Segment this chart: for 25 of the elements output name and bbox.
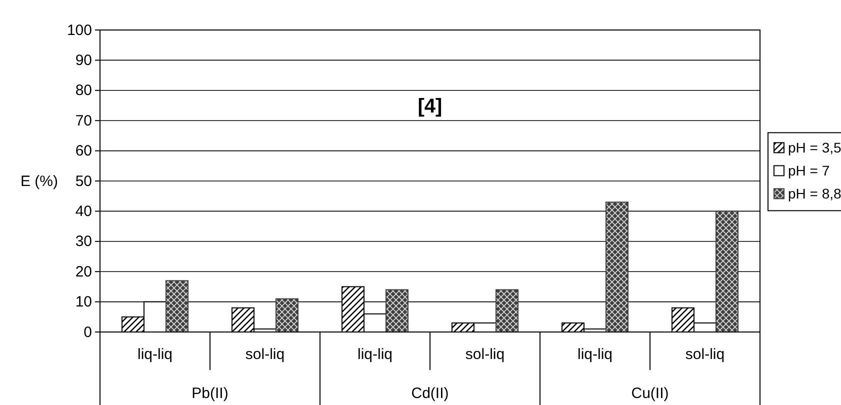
text: [4] <box>418 96 442 118</box>
x-tick-label: liq-liq <box>357 346 393 363</box>
legend-label: pH = 7 <box>788 162 830 179</box>
y-tick-label: 40 <box>75 203 92 220</box>
x-tick-label: liq-liq <box>577 346 613 363</box>
y-axis-title: E (%) <box>20 173 58 190</box>
x-tick-label: sol-liq <box>465 346 505 363</box>
y-tick-label: 60 <box>75 142 92 160</box>
y-tick-label: 30 <box>75 233 92 250</box>
text: Cu(II) <box>631 385 669 402</box>
x-tick-label: sol-liq <box>245 346 285 363</box>
text: Cd(II) <box>411 385 449 402</box>
y-tick-label: 20 <box>75 263 92 280</box>
y-tick-label: 80 <box>75 82 92 100</box>
legend-label: pH = 3,5 <box>788 140 841 156</box>
y-tick-label: 50 <box>75 172 92 190</box>
x-tick-label: liq-liq <box>137 346 173 363</box>
y-tick-label: 100 <box>66 22 92 39</box>
x-tick-label: sol-liq <box>685 346 725 363</box>
y-tick-label: 0 <box>84 324 92 341</box>
y-tick-label: 90 <box>75 52 92 69</box>
y-tick-label: 10 <box>75 294 92 311</box>
legend-label: pH = 8,8 <box>788 186 841 202</box>
text: Pb(II) <box>192 385 228 402</box>
y-tick-label: 70 <box>75 112 92 130</box>
